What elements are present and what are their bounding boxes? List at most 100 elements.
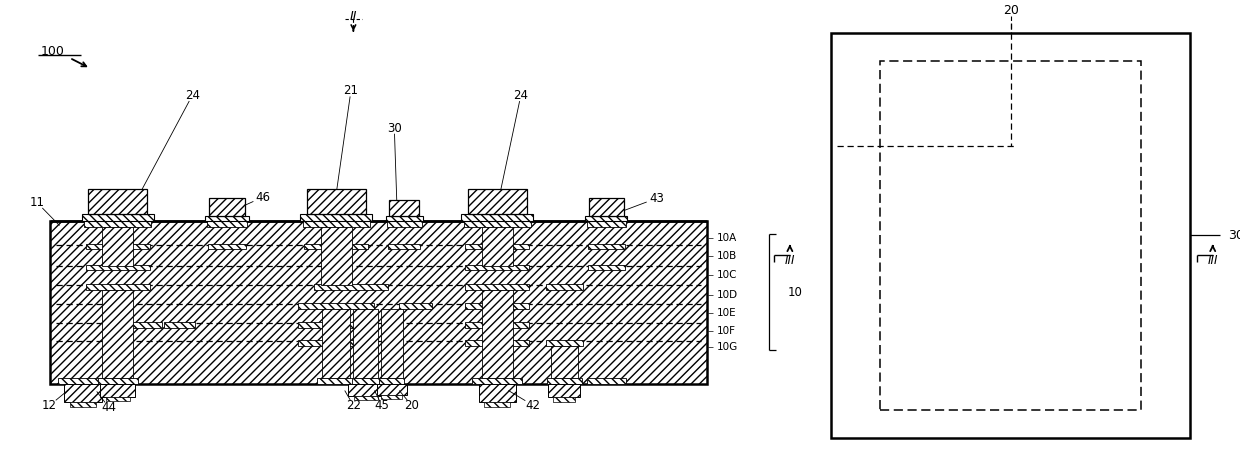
Bar (207, 221, 247, 227)
Bar (588, 265, 625, 270)
Bar (306, 189, 366, 214)
Text: III: III (1208, 254, 1218, 267)
Bar (387, 221, 422, 227)
Bar (84, 221, 151, 227)
Bar (100, 384, 135, 397)
Text: 11: 11 (30, 196, 45, 209)
Text: 24: 24 (185, 89, 200, 102)
Bar (86, 265, 150, 270)
Bar (382, 395, 402, 399)
Text: 10C: 10C (717, 270, 738, 280)
Bar (86, 284, 150, 290)
Bar (298, 303, 374, 309)
Text: 24: 24 (513, 89, 528, 102)
Bar (465, 322, 529, 328)
Text: 10: 10 (787, 286, 802, 299)
Text: 43: 43 (650, 192, 665, 205)
Bar (298, 340, 374, 346)
Bar (467, 189, 527, 214)
Bar (386, 216, 423, 221)
Text: 20: 20 (404, 399, 419, 412)
Bar (381, 309, 403, 378)
Text: 42: 42 (526, 399, 541, 412)
Bar (300, 214, 372, 221)
Text: III: III (785, 254, 795, 267)
Bar (205, 216, 249, 221)
Bar (317, 378, 355, 384)
Bar (102, 227, 134, 266)
Bar (588, 244, 625, 249)
Text: 10F: 10F (717, 326, 735, 336)
Bar (461, 214, 533, 221)
Bar (553, 397, 575, 402)
Bar (88, 189, 148, 214)
Bar (353, 309, 378, 378)
Bar (548, 384, 580, 397)
Bar (304, 244, 368, 249)
Bar (353, 396, 378, 400)
Bar (377, 384, 407, 395)
Text: 46: 46 (255, 191, 270, 204)
Text: 12: 12 (42, 399, 57, 412)
Text: 30: 30 (387, 122, 402, 135)
Text: 10E: 10E (717, 308, 737, 318)
Text: 22: 22 (346, 399, 361, 412)
Bar (589, 198, 624, 216)
Bar (379, 378, 404, 384)
Text: 100: 100 (41, 45, 64, 58)
Text: 41: 41 (108, 189, 123, 202)
Text: II: II (350, 10, 357, 23)
Bar (303, 221, 370, 227)
Text: 10D: 10D (717, 289, 738, 300)
Text: 10G: 10G (717, 342, 738, 352)
Bar (98, 378, 138, 384)
Text: 20: 20 (1003, 4, 1018, 17)
Bar (82, 214, 154, 221)
Bar (131, 322, 161, 328)
Bar (298, 322, 374, 328)
Bar (102, 290, 134, 378)
Bar (399, 303, 432, 309)
Bar (472, 378, 522, 384)
Text: 30: 30 (1228, 229, 1240, 242)
Bar (71, 402, 97, 407)
Bar (322, 309, 350, 378)
Bar (320, 227, 352, 285)
Text: 45: 45 (374, 399, 389, 412)
Bar (546, 284, 583, 290)
Bar (105, 397, 130, 401)
Bar (388, 244, 420, 249)
Bar (587, 378, 626, 384)
Bar (481, 227, 513, 266)
Text: 10A: 10A (717, 233, 737, 243)
Bar (208, 244, 246, 249)
Bar (86, 244, 150, 249)
Bar (546, 340, 583, 346)
Bar (484, 402, 511, 407)
Bar (547, 378, 582, 384)
Bar (465, 284, 529, 290)
Bar (585, 216, 627, 221)
Bar (389, 200, 419, 216)
Bar (314, 284, 388, 290)
Bar (464, 221, 531, 227)
Bar (551, 346, 578, 378)
Bar (587, 221, 626, 227)
Bar (348, 384, 383, 396)
Bar (481, 290, 513, 378)
Bar (58, 378, 108, 384)
Bar (64, 384, 102, 402)
Bar (479, 384, 516, 402)
Bar (352, 378, 379, 384)
Bar (164, 322, 195, 328)
Bar (831, 33, 1190, 438)
Bar (465, 244, 529, 249)
Text: 44: 44 (102, 401, 117, 414)
Text: 10B: 10B (717, 251, 737, 261)
Bar (465, 265, 529, 270)
Text: 21: 21 (343, 84, 358, 97)
Bar (465, 303, 529, 309)
Bar (465, 340, 529, 346)
Bar (50, 221, 707, 384)
Bar (208, 198, 246, 216)
